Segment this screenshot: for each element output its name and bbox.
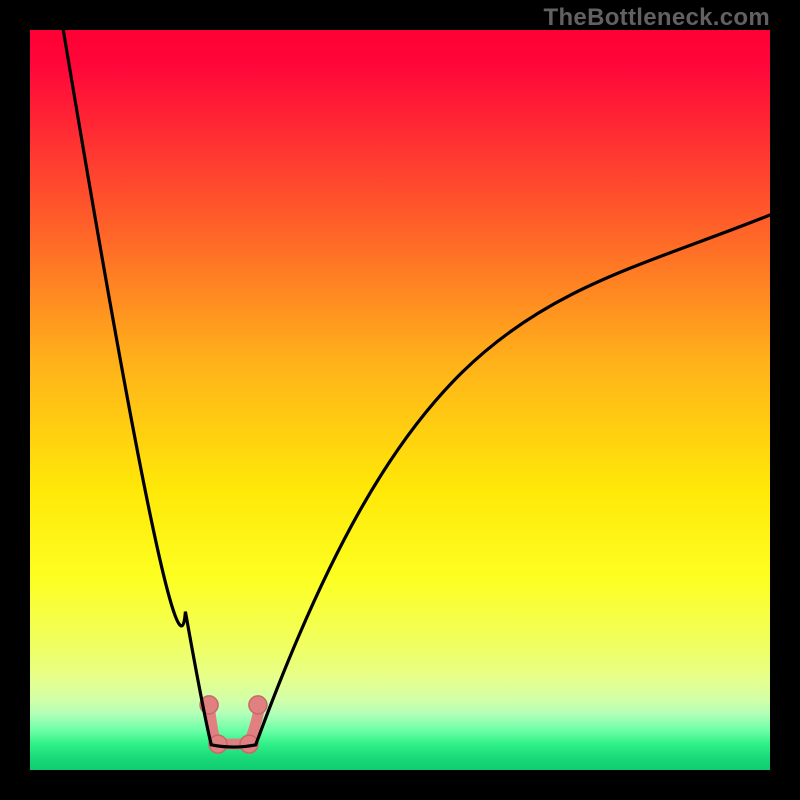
attribution-label: TheBottleneck.com (544, 4, 770, 32)
curve-marker-3 (249, 696, 267, 714)
plot-background (30, 30, 770, 770)
bottleneck-chart (0, 0, 800, 800)
